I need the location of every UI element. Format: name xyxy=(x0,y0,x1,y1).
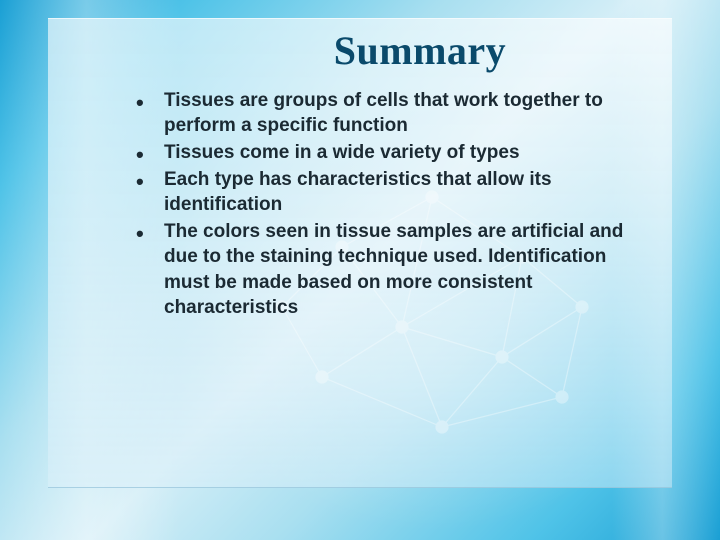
bullet-item: Each type has characteristics that allow… xyxy=(136,167,634,217)
slide: Summary Tissues are groups of cells that… xyxy=(0,0,720,540)
slide-title: Summary xyxy=(168,27,672,74)
bullet-item: The colors seen in tissue samples are ar… xyxy=(136,219,634,319)
bullet-list: Tissues are groups of cells that work to… xyxy=(136,88,634,320)
bullet-item: Tissues are groups of cells that work to… xyxy=(136,88,634,138)
content-panel: Summary Tissues are groups of cells that… xyxy=(48,18,672,488)
bullet-item: Tissues come in a wide variety of types xyxy=(136,140,634,165)
